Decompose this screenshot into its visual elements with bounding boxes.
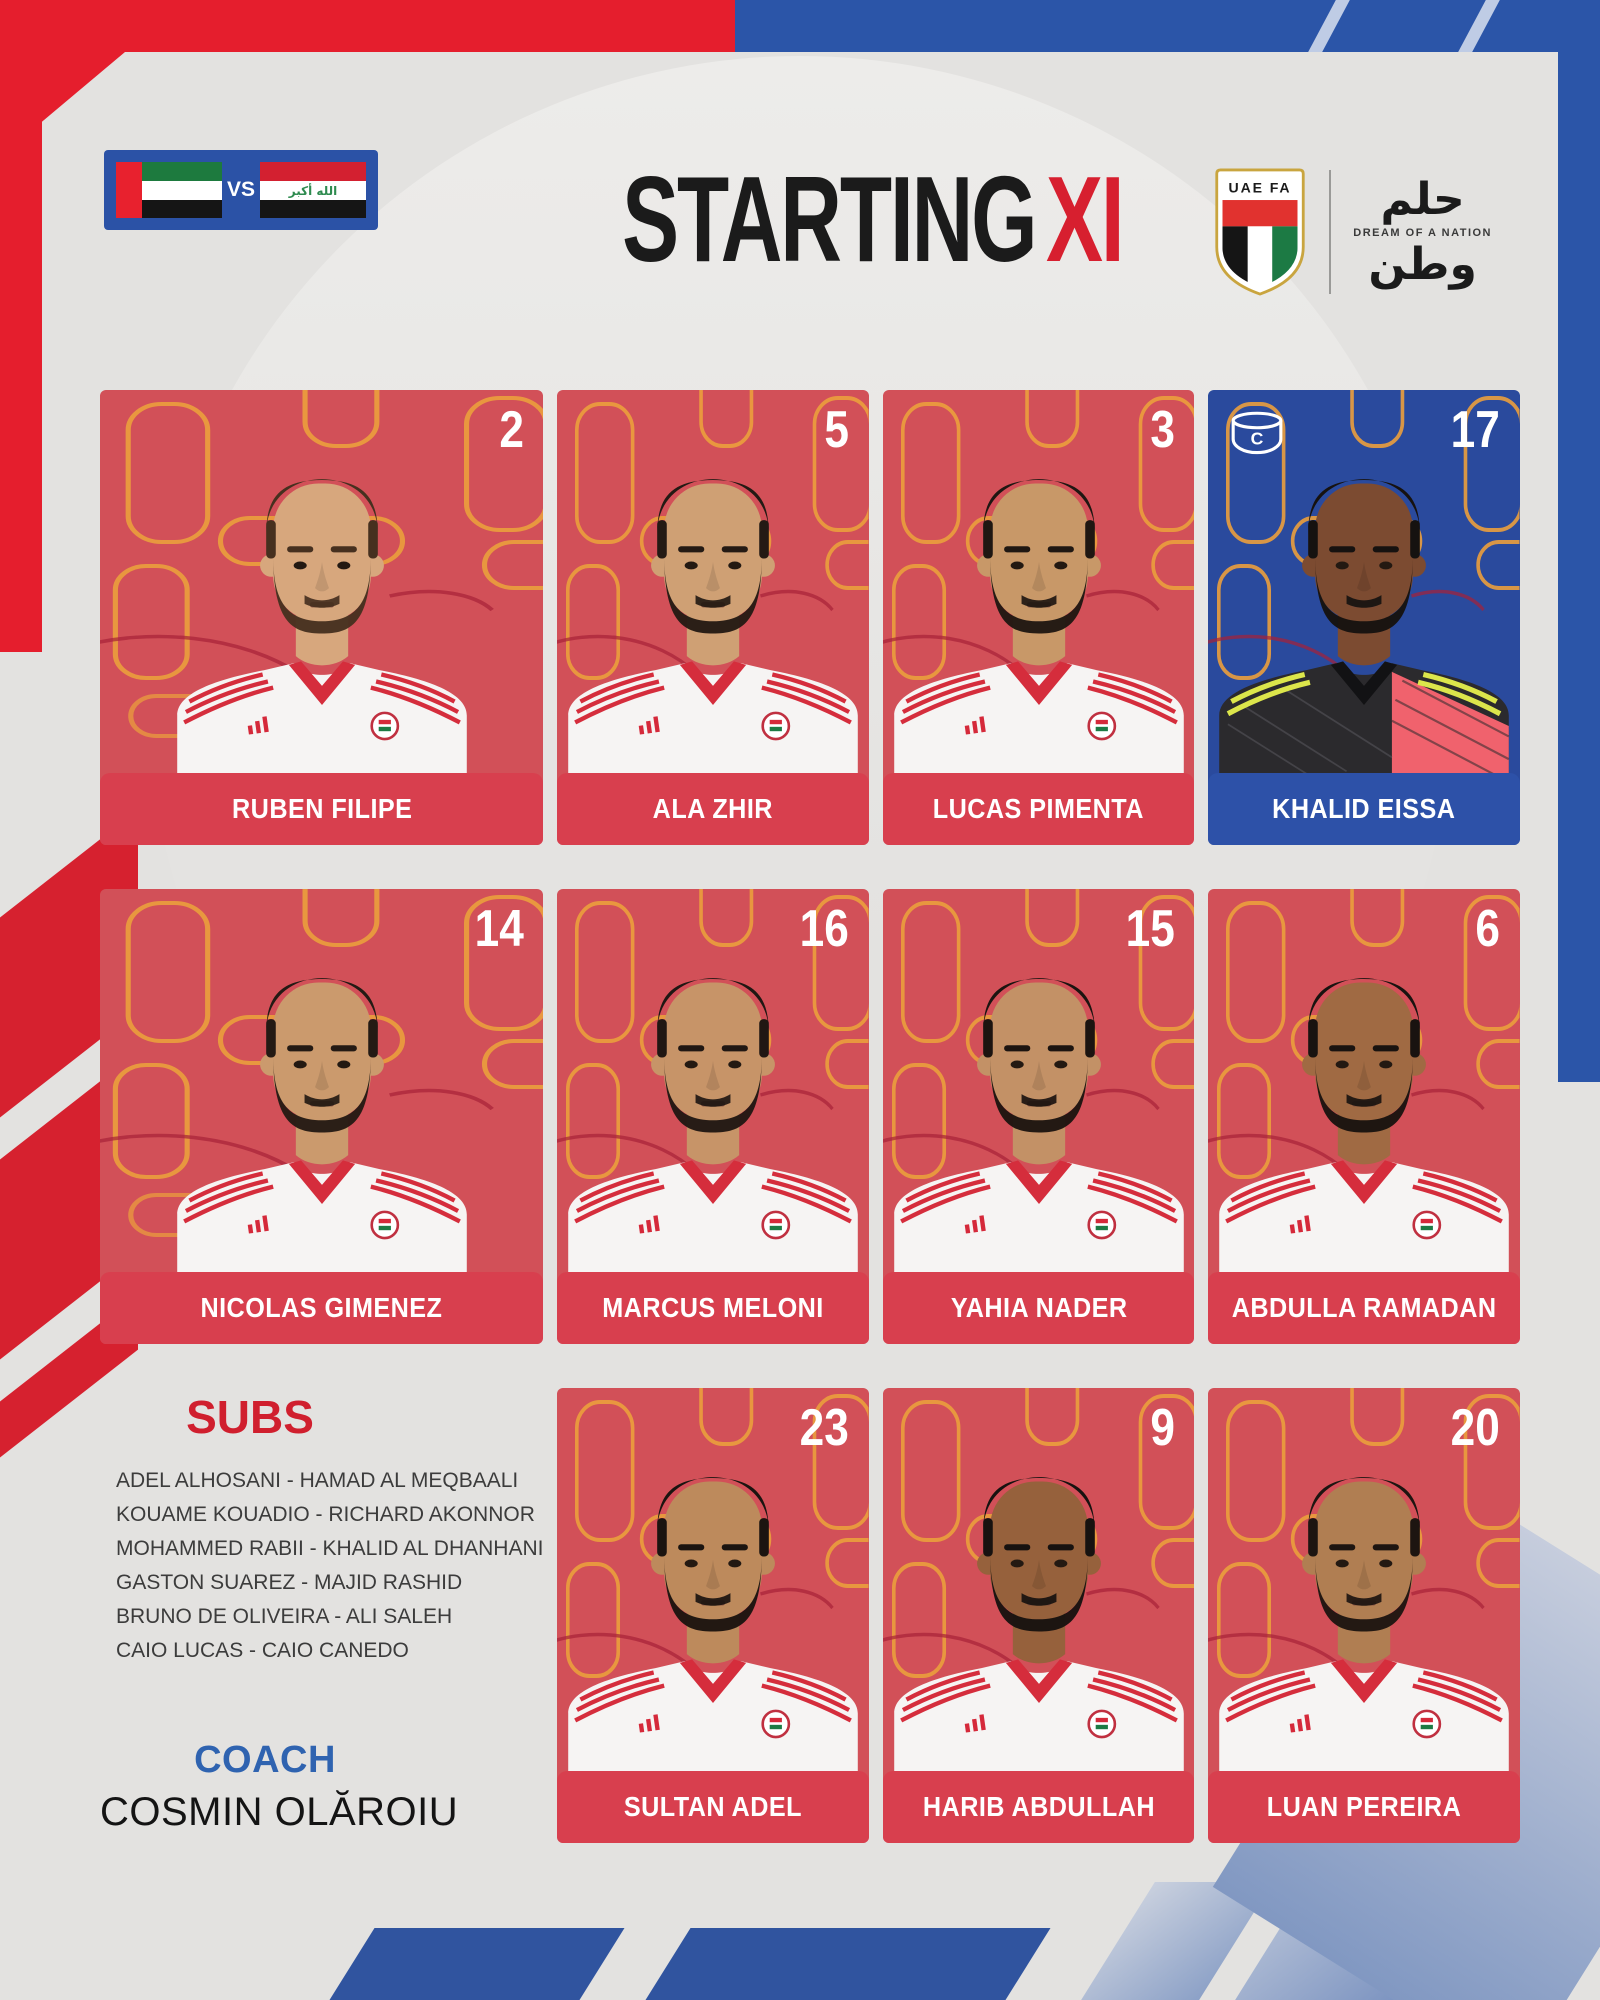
player-name-bar: MARCUS MELONI [557,1272,869,1344]
player-photo [165,417,479,775]
subs-line: KOUAME KOUADIO - RICHARD AKONNOR [116,1503,535,1526]
wordmark-arabic-top: حلم [1380,173,1465,225]
player-photo [1208,1415,1520,1773]
page-title: STARTING XI [0,149,1600,289]
subs-line: ADEL ALHOSANI - HAMAD AL MEQBAALI [116,1469,519,1492]
uae-flag [116,162,222,218]
player-card: 20 LUAN PEREIRA [1208,1388,1520,1843]
player-name-bar: ABDULLA RAMADAN [1208,1272,1520,1344]
decor-left-red-band [0,52,42,652]
iraq-flag: الله أكبر [259,162,366,218]
player-name-bar: NICOLAS GIMENEZ [100,1272,544,1344]
player-card: 6 ABDULLA RAMADAN [1208,889,1520,1344]
player-card: 23 SULTAN ADEL [557,1388,869,1843]
player-name-bar: LUCAS PIMENTA [882,773,1195,845]
player-number: 16 [799,900,849,958]
decor-top-red-band [0,0,735,52]
player-number: 5 [824,401,849,459]
crest-label: UAE FA [1229,180,1292,196]
decor-right-blue-band [1558,52,1600,1082]
player-photo [557,417,869,775]
coach-title: COACH [194,1739,336,1781]
header: VS الله أكبر STARTING XI UAE FA [0,0,1600,340]
player-photo [557,916,869,1274]
subs-line: MOHAMMED RABII - KHALID AL DHANHANI [116,1537,544,1560]
title-xi: XI [1045,151,1125,288]
lineup-grid: 2 RUBEN FILIPE 5 ALA ZHIR 3 LUCAS PIMENT… [100,390,1520,1843]
player-name-bar: RUBEN FILIPE [100,773,544,845]
player-number: 2 [498,401,524,459]
decor-top-blue-band [735,0,1600,52]
player-number: 17 [1450,401,1500,459]
wordmark-arabic-bottom: وطن [1368,238,1477,290]
player-photo [883,1415,1195,1773]
player-number: 14 [474,900,524,958]
match-flags-block: VS الله أكبر [104,150,378,230]
player-number: 3 [1149,401,1175,459]
player-number: 9 [1149,1399,1175,1457]
subs-line: GASTON SUAREZ - MAJID RASHID [116,1571,463,1594]
player-name-bar: YAHIA NADER [882,1272,1195,1344]
player-name-bar: SULTAN ADEL [557,1771,869,1843]
crest-divider [1329,170,1332,294]
subs-and-coach-panel: SUBS ADEL ALHOSANI - HAMAD AL MEQBAALI K… [100,1388,543,1843]
captain-armband-icon [1228,410,1286,460]
subs-list: ADEL ALHOSANI - HAMAD AL MEQBAALI KOUAME… [116,1464,543,1668]
dream-of-a-nation-wordmark: حلم DREAM OF A NATION وطن [1353,173,1492,290]
player-photo [1208,916,1520,1274]
player-photo [557,1415,869,1773]
player-card: 15 YAHIA NADER [882,889,1195,1344]
player-name-bar: KHALID EISSA [1208,773,1520,845]
player-photo [883,417,1195,775]
subs-title: SUBS [186,1391,314,1443]
uaefa-branding: UAE FA حلم DREAM OF A NATION وطن [1213,168,1492,296]
player-name-bar: HARIB ABDULLAH [882,1771,1195,1843]
player-name-bar: LUAN PEREIRA [1208,1771,1520,1843]
player-card: 2 RUBEN FILIPE [100,390,544,845]
player-card: 9 HARIB ABDULLAH [882,1388,1195,1843]
player-card: 16 MARCUS MELONI [557,889,869,1344]
player-card: 5 ALA ZHIR [557,390,869,845]
player-card: 14 NICOLAS GIMENEZ [100,889,544,1344]
player-photo [1208,417,1520,775]
player-number: 6 [1475,900,1500,958]
wordmark-english: DREAM OF A NATION [1353,226,1492,239]
subs-line: BRUNO DE OLIVEIRA - ALI SALEH [116,1605,453,1628]
iraq-flag-script: الله أكبر [288,183,337,198]
subs-line: CAIO LUCAS - CAIO CANEDO [116,1639,409,1662]
uaefa-crest: UAE FA [1215,168,1305,296]
coach-name: COSMIN OLĂROIU [100,1790,459,1834]
player-number: 20 [1450,1399,1500,1457]
player-number: 23 [799,1399,849,1457]
player-name-bar: ALA ZHIR [557,773,869,845]
title-starting: STARTING [622,151,1037,288]
player-photo [165,916,479,1274]
vs-label: VS [226,178,255,201]
coach-block: COACH COSMIN OLĂROIU [100,1739,459,1835]
player-photo [883,916,1195,1274]
player-card-goalkeeper: 17 KHALID EISSA [1208,390,1520,845]
player-card: 3 LUCAS PIMENTA [882,390,1195,845]
player-number: 15 [1125,900,1175,958]
